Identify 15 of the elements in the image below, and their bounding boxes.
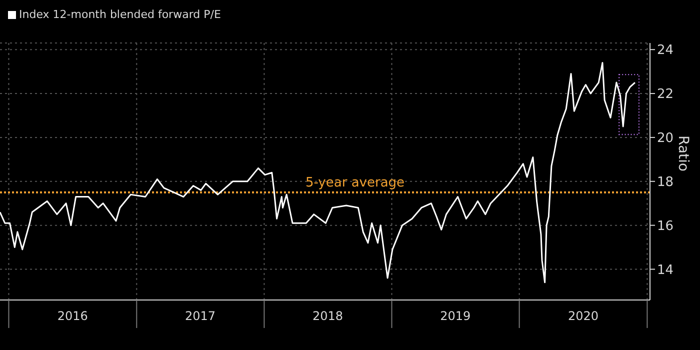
y-axis-title: Ratio [675, 136, 692, 172]
x-tick-label: 2016 [57, 309, 88, 323]
line-series [0, 62, 636, 284]
y-tick-label: 16 [657, 218, 674, 234]
y-tick-label: 22 [657, 87, 674, 102]
x-tick-label: 2018 [312, 309, 344, 323]
y-tick-label: 14 [657, 262, 674, 278]
x-tick-label: 2017 [184, 309, 216, 323]
y-tick-label: 20 [657, 131, 674, 146]
x-tick-label: 2020 [568, 309, 599, 323]
ref-line-label: 5-year average [305, 176, 405, 191]
x-tick-label: 2019 [440, 309, 471, 323]
y-tick-label: 24 [657, 43, 674, 58]
legend-label: Index 12-month blended forward P/E [19, 8, 221, 21]
y-tick-label: 18 [657, 175, 674, 190]
